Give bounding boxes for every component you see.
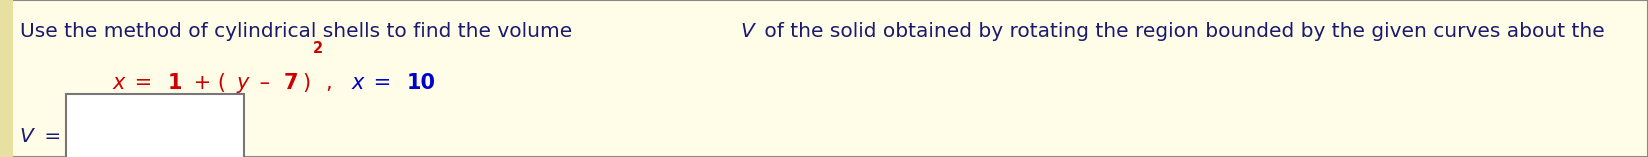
- Text: =: =: [368, 73, 399, 93]
- Text: V: V: [20, 127, 33, 146]
- FancyBboxPatch shape: [66, 94, 244, 157]
- Text: V: V: [740, 22, 755, 41]
- Text: x: x: [351, 73, 364, 93]
- Text: ): ): [302, 73, 310, 93]
- Text: ,: ,: [326, 73, 346, 93]
- Text: Use the method of cylindrical shells to find the volume: Use the method of cylindrical shells to …: [20, 22, 578, 41]
- Text: of the solid obtained by rotating the region bounded by the given curves about t: of the solid obtained by rotating the re…: [758, 22, 1612, 41]
- Text: =: =: [38, 127, 61, 146]
- Text: y: y: [237, 73, 249, 93]
- Text: 2: 2: [313, 41, 323, 56]
- Text: 7: 7: [283, 73, 298, 93]
- Text: =: =: [129, 73, 158, 93]
- Text: x: x: [112, 73, 125, 93]
- Text: 10: 10: [407, 73, 437, 93]
- Text: + (: + (: [186, 73, 226, 93]
- FancyBboxPatch shape: [0, 0, 13, 157]
- Text: 1: 1: [168, 73, 183, 93]
- Text: –: –: [252, 73, 277, 93]
